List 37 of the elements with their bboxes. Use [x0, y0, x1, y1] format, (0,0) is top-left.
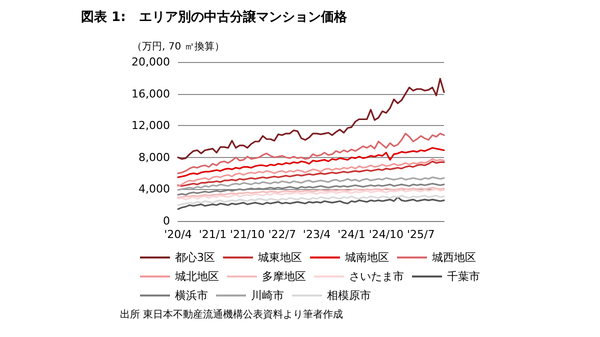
legend-label: 横浜市: [175, 289, 208, 302]
chart-title: 図表 1: エリア別の中古分譲マンション価格: [81, 9, 348, 25]
x-tick-label: '20/4: [164, 228, 192, 241]
legend-label: 川崎市: [251, 289, 284, 302]
line-series: [177, 196, 445, 210]
x-tick-label: '21/1: [198, 228, 227, 241]
line-series: [177, 176, 445, 191]
y-tick-label: 16,000: [132, 87, 170, 100]
y-tick-label: 20,000: [132, 56, 170, 68]
x-tick-label: '23/4: [302, 228, 331, 241]
x-tick-label: '25/7: [407, 228, 435, 241]
line-series: [177, 186, 445, 198]
y-axis-title: （万円, 70 ㎡換算）: [132, 40, 224, 52]
y-tick-label: 12,000: [132, 119, 170, 132]
line-series: [177, 194, 445, 206]
x-tick-label: '24/1: [338, 228, 366, 241]
line-series: [177, 78, 445, 160]
line-series: [177, 147, 445, 178]
text: 出所 東日本不動産流通機構公表資料より筆者作成: [120, 308, 344, 320]
line-series: [177, 188, 445, 200]
legend-label: 千葉市: [447, 270, 480, 283]
y-tick-label: 8,000: [138, 150, 170, 164]
y-tick-label: 0: [163, 214, 170, 228]
legend-label: 相模原市: [327, 289, 371, 302]
y-tick-label: 4,000: [138, 182, 170, 196]
line-series: [177, 182, 445, 196]
legend-label: さいたま市: [349, 270, 404, 283]
legend-label: 城西地区: [431, 251, 476, 264]
legend-label: 多摩地区: [262, 270, 306, 283]
x-tick-label: '22/7: [268, 228, 296, 241]
legend-label: 都心3区: [175, 251, 215, 264]
legend-label: 城南地区: [344, 251, 389, 264]
legend-label: 城北地区: [174, 270, 219, 283]
line-series: [177, 132, 445, 174]
x-tick-label: '21/10: [230, 228, 265, 241]
legend-label: 城東地区: [257, 251, 302, 264]
x-tick-label: '24/10: [368, 228, 404, 241]
